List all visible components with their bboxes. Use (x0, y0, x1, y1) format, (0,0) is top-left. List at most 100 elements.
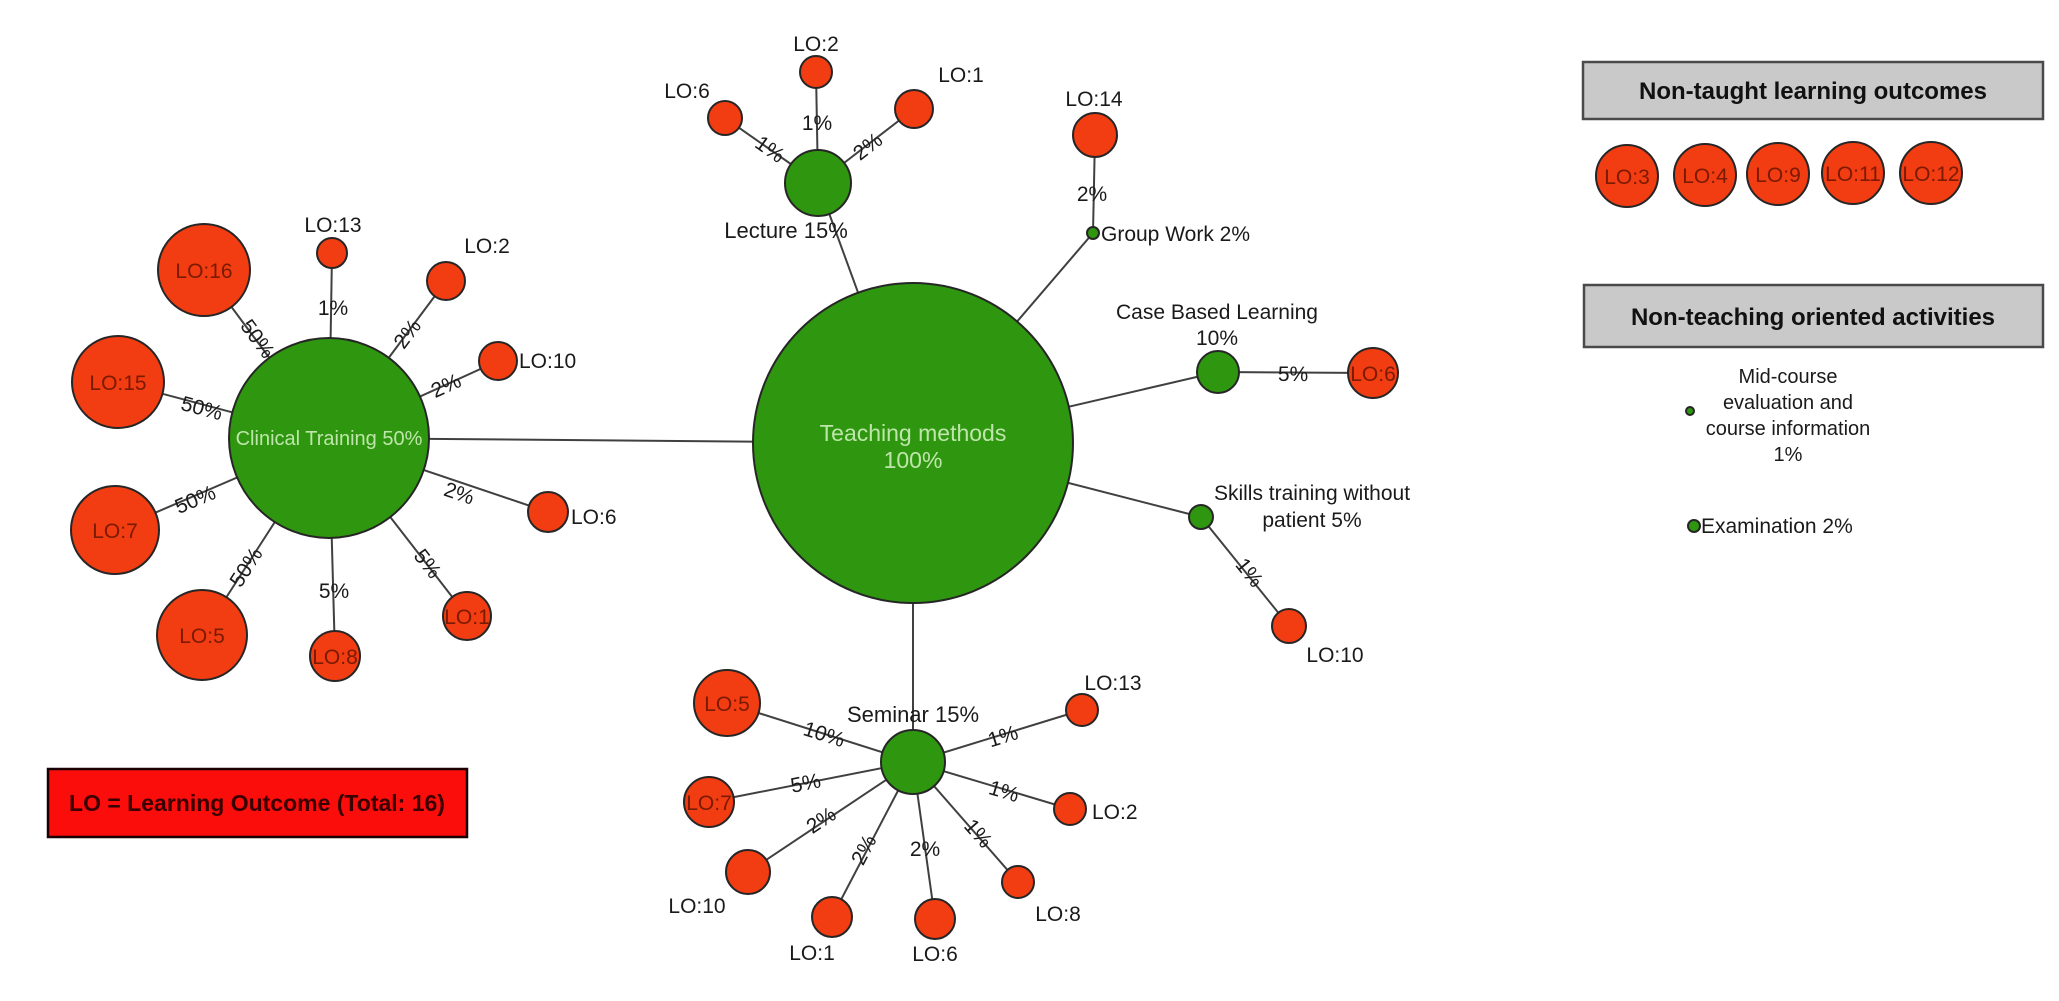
node-c10-circle (478, 341, 518, 381)
node-mid-label: Mid-course evaluation and course informati… (1706, 366, 1871, 466)
node-m10-label-line-0: LO:10 (668, 895, 725, 918)
node-l1-circle (894, 89, 934, 129)
node-skl-label-line-0: Skills training without (1214, 482, 1410, 505)
node-c16-label-line-0: LO:16 (175, 260, 232, 283)
node-tm-label-line-0: Teaching methods (820, 420, 1007, 446)
node-c13-label: LO:13 (304, 214, 361, 237)
node-p12-label-line-0: LO:12 (1902, 163, 1959, 186)
node-m10-label: LO:10 (668, 895, 725, 918)
non-taught-header-title: Non-taught learning outcomes (1639, 78, 1987, 105)
node-s10-circle (1271, 608, 1307, 644)
node-p12-label: LO:12 (1902, 163, 1959, 186)
node-p3-circle (1595, 144, 1659, 208)
edge-label-sem-m13: 1% (985, 721, 1021, 752)
node-mid-circle (1685, 406, 1695, 416)
node-m2-label-line-0: LO:2 (1092, 801, 1138, 824)
node-mid-label-line-2: course information (1706, 418, 1871, 440)
node-m8-label-line-0: LO:8 (1035, 903, 1081, 926)
node-m10-circle (725, 849, 771, 895)
node-sem-circle (880, 729, 946, 795)
edge-label-lec-l2: 1% (802, 112, 832, 135)
node-c1-circle (442, 591, 492, 641)
node-p12-circle (1899, 141, 1963, 205)
node-m7-label: LO:7 (686, 792, 732, 815)
node-p9-label: LO:9 (1755, 164, 1801, 187)
node-m8-circle (1001, 865, 1035, 899)
node-c7-circle (70, 485, 160, 575)
node-p4-label: LO:4 (1682, 165, 1728, 188)
edge-skl-s10 (1200, 516, 1290, 627)
node-m6-label: LO:6 (912, 943, 958, 966)
node-c15-circle (71, 335, 165, 429)
node-p4-circle (1673, 143, 1737, 207)
node-m6-circle (914, 898, 956, 940)
node-m6-label-line-0: LO:6 (912, 943, 958, 966)
edge-label-ct-c8: 5% (319, 580, 349, 603)
edge-label-ct-c15: 50% (178, 392, 225, 425)
node-mid-label-line-1: evaluation and (1723, 392, 1853, 414)
node-ct-label: Clinical Training 50% (236, 428, 423, 450)
node-ct-circle (228, 337, 430, 539)
edge-label-sem-m5: 10% (800, 717, 847, 752)
node-tm-label-line-1: 100% (884, 447, 943, 473)
node-c2-label-line-0: LO:2 (464, 235, 510, 258)
node-p9-circle (1746, 142, 1810, 206)
node-lec-label: Lecture 15% (724, 218, 848, 243)
node-p4-label-line-0: LO:4 (1682, 165, 1728, 188)
node-mid-label-line-0: Mid-course (1739, 366, 1838, 388)
node-c2-label: LO:2 (464, 235, 510, 258)
node-sem-label-line-0: Seminar 15% (847, 702, 979, 727)
edge-label-ct-c6: 2% (441, 478, 477, 510)
edge-label-ct-c13: 1% (318, 297, 348, 320)
node-c6-label: LO:6 (571, 506, 617, 529)
node-lec-label-line-0: Lecture 15% (724, 218, 848, 243)
node-c2-circle (426, 261, 466, 301)
edge-label-ct-c2: 2% (389, 315, 426, 353)
node-c13-label-line-0: LO:13 (304, 214, 361, 237)
node-m13-label: LO:13 (1084, 672, 1141, 695)
node-c10-label-line-0: LO:10 (519, 350, 576, 373)
node-p3-label: LO:3 (1604, 166, 1650, 189)
node-exam-circle (1687, 519, 1701, 533)
node-l2-label: LO:2 (793, 33, 839, 56)
node-m13-circle (1065, 693, 1099, 727)
node-lec-circle (784, 149, 852, 217)
node-s10-label: LO:10 (1306, 644, 1363, 667)
edge-label-sem-m6: 2% (910, 838, 940, 861)
edge-label-sem-m10: 2% (802, 803, 840, 839)
node-c6-label-line-0: LO:6 (571, 506, 617, 529)
node-l2-label-line-0: LO:2 (793, 33, 839, 56)
node-l1-label: LO:1 (938, 64, 984, 87)
node-l6-label: LO:6 (664, 80, 710, 103)
node-c8-circle (309, 630, 361, 682)
node-g14-label-line-0: LO:14 (1065, 88, 1123, 111)
node-p11-label: LO:11 (1825, 163, 1881, 186)
node-c15-label-line-0: LO:15 (89, 372, 146, 395)
node-c10-label: LO:10 (519, 350, 576, 373)
node-c5-label-line-0: LO:5 (179, 625, 225, 648)
node-l6-circle (707, 100, 743, 136)
graph-layer: 50%1%2%50%2%50%50%5%5%2%1%1%2%2%5%1%10%5… (70, 33, 1963, 966)
legend-box (46, 767, 469, 839)
node-p11-label-line-0: LO:11 (1825, 163, 1881, 186)
node-c16-circle (157, 223, 251, 317)
legend-label: LO = Learning Outcome (Total: 16) (69, 790, 445, 816)
node-ct-label-line-0: Clinical Training 50% (236, 428, 423, 450)
node-exam-label: Examination 2% (1701, 515, 1853, 538)
node-m1-label-line-0: LO:1 (789, 942, 835, 965)
node-tm-circle (752, 282, 1074, 604)
node-c16-label: LO:16 (175, 260, 232, 283)
node-c1-label-line-0: LO:1 (444, 606, 490, 629)
node-m13-label-line-0: LO:13 (1084, 672, 1141, 695)
edge-sem-m7 (708, 761, 914, 803)
node-c8-label-line-0: LO:8 (312, 646, 358, 669)
node-c7-label: LO:7 (92, 520, 138, 543)
node-gw-circle (1086, 226, 1100, 240)
node-m5-circle (693, 669, 761, 737)
node-b6-label-line-0: LO:6 (1350, 363, 1396, 386)
node-skl-label: Skills training without patient 5% (1214, 482, 1410, 532)
node-m5-label-line-0: LO:5 (704, 693, 750, 716)
node-c7-label-line-0: LO:7 (92, 520, 138, 543)
